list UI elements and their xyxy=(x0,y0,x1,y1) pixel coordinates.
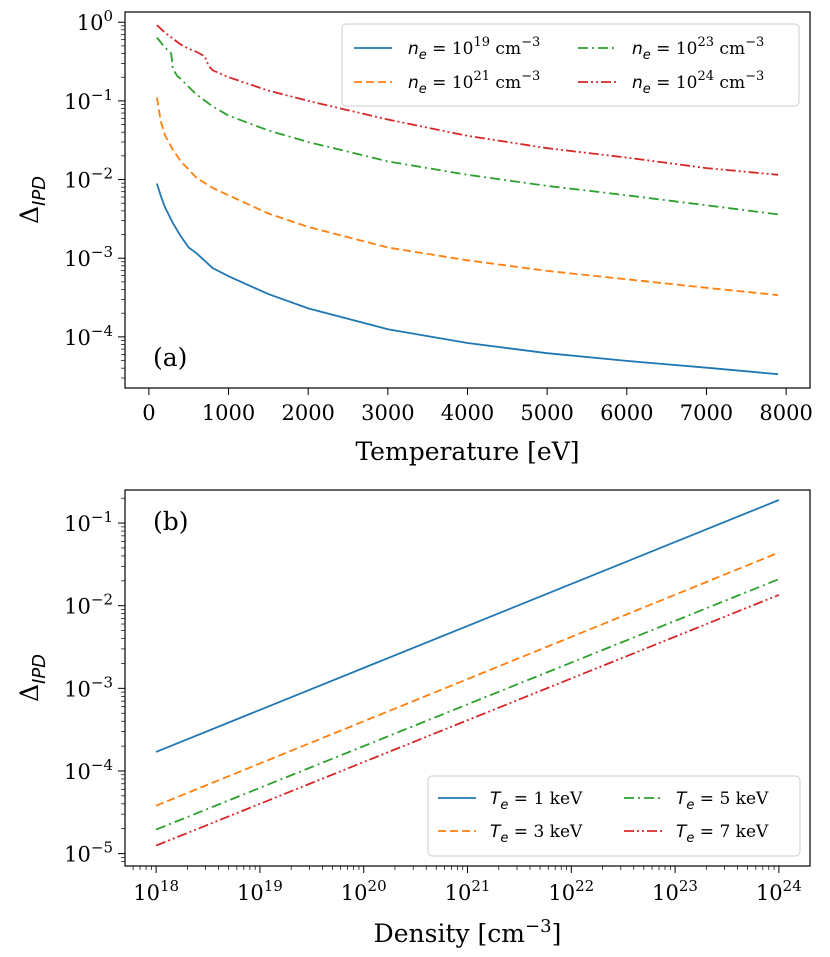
minor-ticks xyxy=(121,497,775,870)
legend-label-2: Te = 3 keV xyxy=(490,822,583,846)
y-tick-label: 10−4 xyxy=(64,756,113,784)
x-tick-label: 0 xyxy=(142,401,155,425)
y-tick-label: 10−1 xyxy=(64,86,113,114)
x-tick-label: 2000 xyxy=(281,401,334,425)
y-axis-title: ΔIPD xyxy=(15,654,50,702)
legend-label-2: ne = 1021 cm−3 xyxy=(408,69,540,97)
x-tick-label: 1000 xyxy=(202,401,255,425)
y-tick-label: 10−5 xyxy=(64,839,113,867)
panel-a-temperature-chart: 100 10−1 10−2 10−3 10−4 0 1000 2000 3000 4000 5000… xyxy=(15,7,813,466)
series-line-4 xyxy=(155,594,780,847)
x-tick-label: 6000 xyxy=(600,401,653,425)
y-tick-label: 10−3 xyxy=(64,673,113,701)
x-tick-label: 3000 xyxy=(361,401,414,425)
y-tick-label: 10−2 xyxy=(64,591,113,619)
panel-label: (b) xyxy=(153,507,189,536)
x-tick-label: 1020 xyxy=(341,877,387,905)
legend-label-3: ne = 1023 cm−3 xyxy=(632,35,764,63)
x-tick-label: 1019 xyxy=(237,877,283,905)
series-line-2 xyxy=(156,97,779,296)
y-axis-title: ΔIPD xyxy=(15,176,50,224)
series-line-2 xyxy=(155,551,780,807)
legend: Te = 1 keV Te = 3 keV Te = 5 keV Te = 7 keV xyxy=(427,775,801,857)
legend: ne = 1019 cm−3 ne = 1021 cm−3 ne = 1023 cm… xyxy=(341,23,800,107)
legend-label-4: ne = 1024 cm−3 xyxy=(632,69,764,97)
y-tick-label: 100 xyxy=(77,7,113,35)
legend-label-1: Te = 1 keV xyxy=(490,789,583,813)
x-tick-label: 1021 xyxy=(445,877,491,905)
legend-label-3: Te = 5 keV xyxy=(676,789,769,813)
legend-label-4: Te = 7 keV xyxy=(676,822,769,846)
y-tick-label: 10−2 xyxy=(64,165,113,193)
x-tick-label: 8000 xyxy=(759,401,812,425)
series-lines xyxy=(156,24,779,376)
series-line-4 xyxy=(156,24,779,176)
series-line-1 xyxy=(155,499,780,753)
y-tick-label: 10−3 xyxy=(64,243,113,271)
x-axis-title: Temperature [eV] xyxy=(355,437,579,466)
y-minor-ticks xyxy=(121,25,125,379)
x-tick-label: 7000 xyxy=(680,401,733,425)
x-tick-label: 1022 xyxy=(548,877,594,905)
legend-label-1: ne = 1019 cm−3 xyxy=(408,35,540,63)
x-axis-title: Density [cm−3] xyxy=(374,916,562,948)
series-line-3 xyxy=(156,36,779,216)
y-tick-label: 10−4 xyxy=(64,322,113,350)
legend-box xyxy=(341,23,800,107)
x-tick-label: 5000 xyxy=(520,401,573,425)
plot-frame xyxy=(124,489,811,867)
y-tick-label: 10−1 xyxy=(64,508,113,536)
legend-box xyxy=(427,775,801,857)
panel-label: (a) xyxy=(153,343,187,372)
series-lines xyxy=(155,499,780,847)
panel-b-density-chart: 10−1 10−2 10−3 10−4 10−5 1018 1019 1020 1021 1022… xyxy=(15,489,811,948)
series-line-1 xyxy=(156,183,779,376)
x-tick-label: 1023 xyxy=(652,877,698,905)
x-tick-label: 1018 xyxy=(133,877,179,905)
x-tick-label: 4000 xyxy=(441,401,494,425)
x-tick-label: 1024 xyxy=(756,877,802,905)
series-line-3 xyxy=(155,578,780,831)
plot-frame xyxy=(124,11,811,389)
